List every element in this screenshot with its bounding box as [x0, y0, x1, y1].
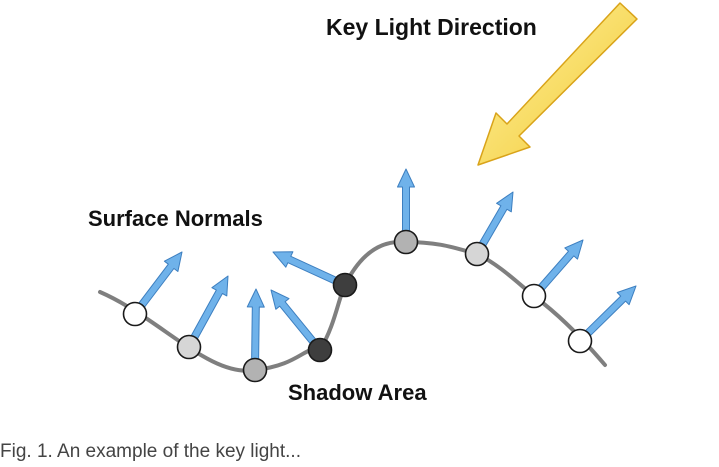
key-light-direction-label: Key Light Direction: [326, 14, 537, 40]
normal-arrow-p1: [137, 251, 183, 309]
normal-arrow-p6: [397, 168, 415, 233]
sample-point-p8: [521, 283, 547, 309]
sample-point-p1: [122, 301, 148, 327]
sample-point-p7: [464, 241, 490, 267]
key-light-arrow: [477, 2, 638, 166]
surface-normals-label: Surface Normals: [88, 206, 263, 231]
normal-arrow-p4: [270, 289, 318, 346]
normal-arrow-p9: [583, 285, 637, 338]
normal-arrow-p2: [190, 275, 229, 341]
normal-arrow-p5: [272, 251, 339, 285]
normal-arrow-p3: [246, 288, 265, 361]
normal-arrow-p7: [478, 191, 514, 248]
surface-sample-points: [122, 229, 593, 383]
sample-point-p6: [393, 229, 419, 255]
sample-point-p5: [332, 272, 358, 298]
shadow-area-label: Shadow Area: [288, 380, 427, 405]
sample-point-p2: [176, 334, 202, 360]
surface-normal-arrows: [137, 168, 637, 361]
sample-point-p9: [567, 328, 593, 354]
normal-arrow-p8: [537, 239, 584, 292]
figure-caption: Fig. 1. An example of the key light...: [0, 442, 301, 462]
sample-point-p3: [242, 357, 268, 383]
sample-point-p4: [307, 337, 333, 363]
